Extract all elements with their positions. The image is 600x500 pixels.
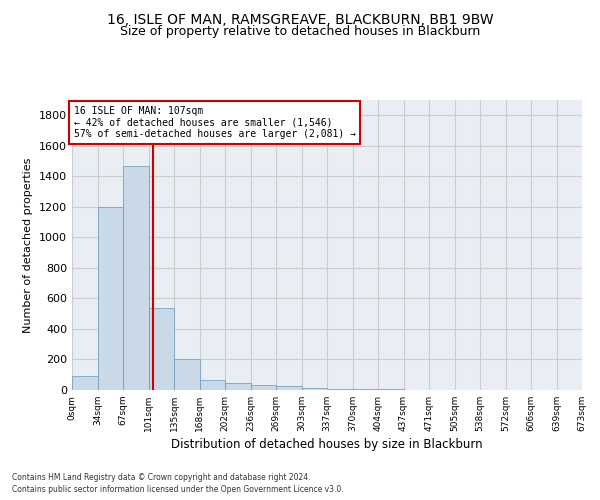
Y-axis label: Number of detached properties: Number of detached properties xyxy=(23,158,34,332)
Bar xyxy=(251,384,276,390)
X-axis label: Distribution of detached houses by size in Blackburn: Distribution of detached houses by size … xyxy=(171,438,483,451)
Text: Contains public sector information licensed under the Open Government Licence v3: Contains public sector information licen… xyxy=(12,485,344,494)
Text: 16 ISLE OF MAN: 107sqm
← 42% of detached houses are smaller (1,546)
57% of semi-: 16 ISLE OF MAN: 107sqm ← 42% of detached… xyxy=(74,106,356,140)
Text: 16, ISLE OF MAN, RAMSGREAVE, BLACKBURN, BB1 9BW: 16, ISLE OF MAN, RAMSGREAVE, BLACKBURN, … xyxy=(107,12,493,26)
Bar xyxy=(327,389,353,390)
Text: Contains HM Land Registry data © Crown copyright and database right 2024.: Contains HM Land Registry data © Crown c… xyxy=(12,474,311,482)
Bar xyxy=(174,358,199,390)
Bar xyxy=(72,376,97,390)
Bar xyxy=(302,388,327,390)
Bar xyxy=(199,380,225,390)
Bar xyxy=(123,166,149,390)
Bar xyxy=(149,308,174,390)
Bar xyxy=(225,383,251,390)
Bar xyxy=(97,207,123,390)
Bar xyxy=(276,386,302,390)
Bar xyxy=(353,389,378,390)
Text: Size of property relative to detached houses in Blackburn: Size of property relative to detached ho… xyxy=(120,25,480,38)
